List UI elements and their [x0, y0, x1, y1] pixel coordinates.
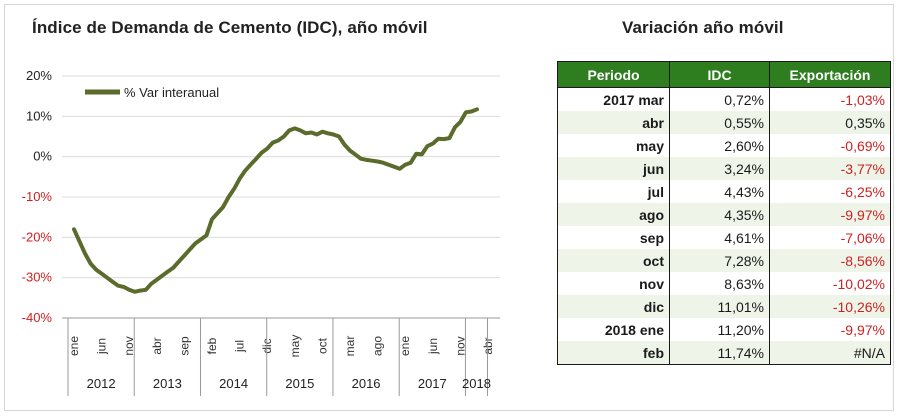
x-month-label: feb [205, 337, 219, 354]
year-label: 2016 [352, 376, 381, 391]
export-cell: 0,35% [769, 111, 891, 134]
export-cell: -7,06% [769, 226, 891, 249]
variation-table: Periodo IDC Exportación 2017 mar 0,72% -1,… [557, 61, 891, 365]
export-cell: -8,56% [769, 249, 891, 272]
period-cell: ago [557, 203, 670, 226]
x-month-label: abr [150, 337, 164, 354]
table-row: abr 0,55% 0,35% [557, 111, 891, 134]
x-month-label: may [288, 335, 302, 358]
idc-cell: 0,55% [669, 111, 770, 134]
figure-frame [4, 4, 894, 411]
idc-cell: 0,72% [669, 87, 770, 111]
x-month-label: oct [315, 337, 329, 354]
year-label: 2013 [153, 376, 182, 391]
table-row: 2018 ene 11,20% -9,97% [557, 318, 891, 341]
y-tick-label: -10% [22, 189, 53, 204]
table-row: feb 11,74% #N/A [557, 341, 891, 365]
table-title: Variación año móvil [622, 18, 784, 37]
export-cell: -3,77% [769, 157, 891, 180]
table-row: oct 7,28% -8,56% [557, 249, 891, 272]
series-line [72, 107, 479, 294]
year-label: 2015 [285, 376, 314, 391]
idc-cell: 3,24% [669, 157, 770, 180]
x-month-label: sep [177, 336, 191, 356]
idc-cell: 4,61% [669, 226, 770, 249]
table-row: jun 3,24% -3,77% [557, 157, 891, 180]
idc-cell: 11,20% [669, 318, 770, 341]
export-cell: -10,26% [769, 295, 891, 318]
x-month-label: ene [398, 336, 412, 356]
year-label: 2018 [462, 376, 491, 391]
idc-cell: 4,35% [669, 203, 770, 226]
table-row: jul 4,43% -6,25% [557, 180, 891, 203]
legend: % Var interanual [85, 85, 219, 100]
table-row: nov 8,63% -10,02% [557, 272, 891, 295]
export-cell: -9,97% [769, 318, 891, 341]
period-cell: may [557, 134, 670, 157]
y-tick-label: -20% [22, 229, 53, 244]
chart-title: Índice de Demanda de Cemento (IDC), año … [32, 18, 428, 37]
period-cell: dic [557, 295, 670, 318]
header-idc: IDC [669, 61, 770, 88]
period-cell: nov [557, 272, 670, 295]
period-cell: abr [557, 111, 670, 134]
idc-cell: 4,43% [669, 180, 770, 203]
x-month-label: ene [67, 336, 81, 356]
x-month-label: jul [233, 340, 247, 353]
axis-layer: -40%-30%-20%-10%0%10%20%ene jun nov abr sep f… [22, 68, 500, 396]
export-cell: -9,97% [769, 203, 891, 226]
period-cell: sep [557, 226, 670, 249]
table-row: ago 4,35% -9,97% [557, 203, 891, 226]
export-cell: -1,03% [769, 87, 891, 111]
x-month-label: nov [453, 336, 467, 355]
year-label: 2017 [418, 376, 447, 391]
export-cell: -6,25% [769, 180, 891, 203]
period-cell: 2017 mar [557, 87, 670, 111]
x-month-label: mar [343, 336, 357, 357]
line-chart: -40%-30%-20%-10%0%10%20%ene jun nov abr sep f… [22, 68, 500, 396]
idc-cell: 7,28% [669, 249, 770, 272]
x-month-label: jun [426, 338, 440, 355]
grid-layer [62, 75, 500, 319]
x-month-label: nov [122, 336, 136, 355]
idc-cell: 2,60% [669, 134, 770, 157]
line-layer [72, 107, 479, 294]
table-row: sep 4,61% -7,06% [557, 226, 891, 249]
export-cell: -10,02% [769, 272, 891, 295]
table-body: 2017 mar 0,72% -1,03% abr 0,55% 0,35% may 2,60%… [557, 87, 891, 365]
y-tick-label: 0% [33, 149, 52, 164]
table-row: may 2,60% -0,69% [557, 134, 891, 157]
idc-cell: 8,63% [669, 272, 770, 295]
table-row: 2017 mar 0,72% -1,03% [557, 87, 891, 111]
idc-cell: 11,74% [669, 341, 770, 365]
period-cell: feb [557, 341, 670, 365]
header-exportacion: Exportación [769, 61, 891, 88]
period-cell: jun [557, 157, 670, 180]
table-row: dic 11,01% -10,26% [557, 295, 891, 318]
period-cell: jul [557, 180, 670, 203]
x-month-label: ago [371, 336, 385, 356]
y-tick-label: 20% [26, 68, 52, 83]
idc-cell: 11,01% [669, 295, 770, 318]
y-tick-label: 10% [26, 108, 52, 123]
year-label: 2014 [219, 376, 248, 391]
header-periodo: Periodo [557, 61, 670, 88]
table-header-row: Periodo IDC Exportación [557, 61, 891, 88]
legend-label: % Var interanual [124, 85, 219, 100]
x-month-label: jun [95, 338, 109, 355]
period-cell: 2018 ene [557, 318, 670, 341]
year-label: 2012 [87, 376, 116, 391]
y-tick-label: -40% [22, 310, 53, 325]
export-cell: #N/A [769, 341, 891, 365]
period-cell: oct [557, 249, 670, 272]
export-cell: -0,69% [769, 134, 891, 157]
y-tick-label: -30% [22, 270, 53, 285]
